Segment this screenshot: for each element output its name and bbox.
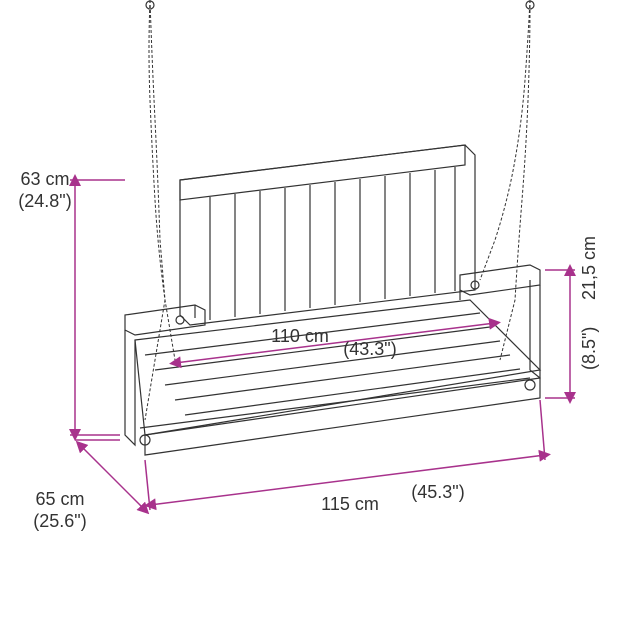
dim-width-cm: 115 cm [321, 494, 379, 514]
dim-armh-cm: 21,5 cm [579, 236, 599, 300]
diagram-canvas: 63 cm (24.8") 110 cm (43.3") 21,5 cm (8.… [0, 0, 620, 620]
dim-depth-in: (25.6") [33, 511, 86, 531]
dim-seatw-in: (43.3") [343, 339, 396, 359]
dim-height-in: (24.8") [18, 191, 71, 211]
dim-height-back: 63 cm (24.8") [18, 169, 125, 435]
chains [145, 0, 534, 420]
swing-bench [125, 145, 540, 455]
dim-width-in: (45.3") [411, 482, 464, 502]
dim-overall-width: 115 cm (45.3") [145, 400, 545, 514]
dim-height-cm: 63 cm [20, 169, 69, 189]
dim-arm-height: 21,5 cm (8.5") [545, 236, 599, 398]
dim-depth: 65 cm (25.6") [33, 440, 145, 531]
dim-seatw-cm: 110 cm [271, 326, 329, 346]
dim-depth-cm: 65 cm [35, 489, 84, 509]
dim-armh-in: (8.5") [579, 327, 599, 370]
